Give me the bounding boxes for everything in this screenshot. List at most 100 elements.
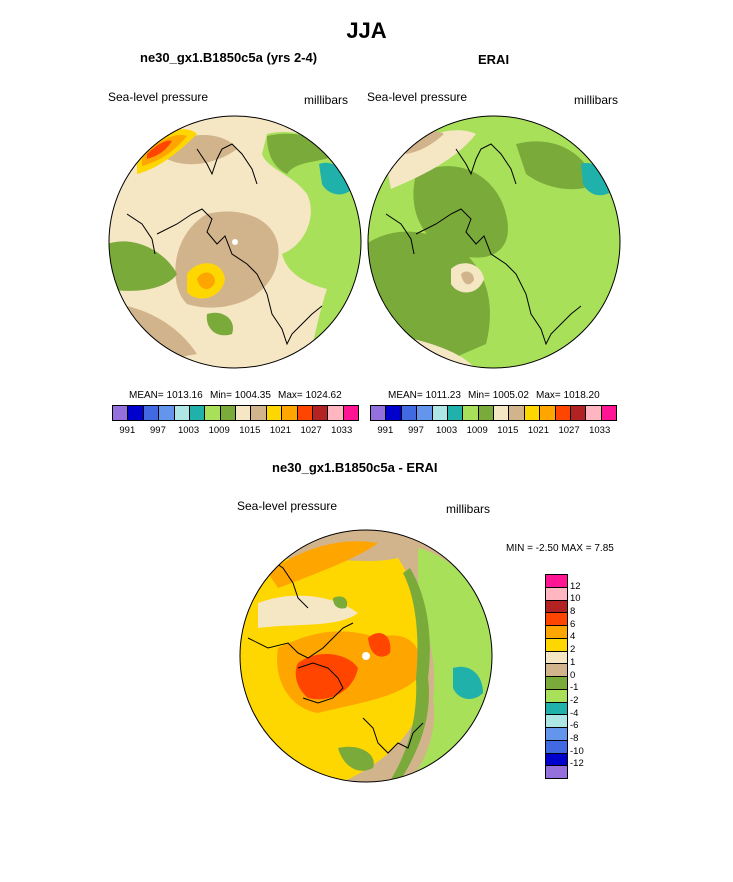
colorbar-swatch xyxy=(546,715,567,728)
panel-erai-map xyxy=(367,115,621,369)
panel-diff-range-text: MIN = -2.50 MAX = 7.85 xyxy=(506,543,614,554)
model-green-southwest xyxy=(109,241,177,291)
colorbar-swatch xyxy=(601,406,616,420)
diff-green-north-small xyxy=(333,596,348,609)
colorbar-swatch xyxy=(282,406,298,420)
colorbar-swatch xyxy=(546,689,567,703)
diff-olive-east-band xyxy=(388,568,430,782)
colorbar-swatch xyxy=(128,406,144,420)
colorbar-swatch xyxy=(570,406,587,420)
colorbar-swatch xyxy=(432,406,448,420)
colorbar-tick-label: -2 xyxy=(570,694,579,706)
panel-model-mean: MEAN= 1013.16 xyxy=(129,390,203,401)
colorbar-tick-label: 1003 xyxy=(177,425,200,436)
erai-land-outline xyxy=(385,143,582,346)
colorbar-swatch xyxy=(447,406,464,420)
colorbar-swatch xyxy=(113,406,129,420)
panel-diff-title: ne30_gx1.B1850c5a - ERAI xyxy=(272,460,438,475)
diff-red-pole xyxy=(368,633,391,657)
model-orange-center xyxy=(197,272,215,290)
diff-teal-east xyxy=(453,666,483,700)
colorbar-swatch xyxy=(386,406,402,420)
colorbar-tick-label: 1021 xyxy=(527,425,550,436)
panel-model-max: Max= 1024.62 xyxy=(278,390,342,401)
erai-tan-center xyxy=(461,271,474,285)
colorbar-swatch xyxy=(586,406,602,420)
colorbar-tick-label: 1009 xyxy=(208,425,230,436)
colorbar-swatch xyxy=(205,406,221,420)
panel-model-title: ne30_gx1.B1850c5a (yrs 2-4) xyxy=(140,50,318,65)
model-red-north xyxy=(147,140,172,159)
colorbar-tick-label: 10 xyxy=(570,593,581,605)
panel-diff-colorbar xyxy=(545,574,568,779)
diff-cream-belt xyxy=(258,595,358,628)
colorbar-swatch xyxy=(546,613,567,626)
colorbar-tick-label: -12 xyxy=(570,758,584,770)
model-green-south xyxy=(206,312,233,336)
colorbar-swatch xyxy=(159,406,175,420)
model-yellow-south xyxy=(109,344,162,368)
colorbar-tick-label: 1015 xyxy=(497,425,519,436)
colorbar-swatch xyxy=(401,406,418,420)
panel-erai-max: Max= 1018.20 xyxy=(536,390,600,401)
colorbar-swatch xyxy=(328,406,344,420)
colorbar-swatch xyxy=(540,406,556,420)
panel-diff-units-label: millibars xyxy=(446,502,491,516)
panel-model-units-label: millibars xyxy=(304,93,349,107)
colorbar-swatch xyxy=(546,651,567,665)
colorbar-tick-label: -4 xyxy=(570,707,579,719)
colorbar-swatch xyxy=(546,626,567,639)
colorbar-swatch xyxy=(546,702,567,716)
colorbar-swatch xyxy=(546,728,567,741)
panel-erai-colorbar xyxy=(370,405,617,421)
diff-green-south xyxy=(338,746,374,771)
colorbar-swatch xyxy=(546,587,567,601)
colorbar-swatch xyxy=(312,406,329,420)
model-teal-east xyxy=(319,162,352,195)
colorbar-swatch xyxy=(546,753,567,767)
colorbar-swatch xyxy=(478,406,494,420)
colorbar-tick-label: 12 xyxy=(570,580,581,592)
panel-erai-mean: MEAN= 1011.23 xyxy=(388,390,461,401)
colorbar-tick-label: 1021 xyxy=(269,425,292,436)
panel-diff-variable-label: Sea-level pressure xyxy=(237,499,338,513)
colorbar-swatch xyxy=(417,406,433,420)
panel-model-colorbar xyxy=(112,405,359,421)
colorbar-swatch xyxy=(174,406,190,420)
colorbar-swatch xyxy=(236,406,252,420)
colorbar-tick-label: 4 xyxy=(570,631,576,643)
colorbar-swatch xyxy=(546,740,567,754)
colorbar-tick-label: 1033 xyxy=(331,425,353,436)
panel-diff-map xyxy=(239,529,493,783)
colorbar-swatch xyxy=(297,406,313,420)
colorbar-tick-label: 991 xyxy=(377,425,394,436)
colorbar-tick-label: 2 xyxy=(570,644,576,656)
colorbar-tick-label: -6 xyxy=(570,720,579,732)
colorbar-tick-label: 1003 xyxy=(435,425,458,436)
panel-model-variable-label: Sea-level pressure xyxy=(108,90,209,104)
panel-model-map xyxy=(108,115,362,369)
colorbar-swatch xyxy=(546,638,567,652)
colorbar-swatch xyxy=(143,406,160,420)
panel-erai-variable-label: Sea-level pressure xyxy=(367,90,468,104)
diff-orange-north xyxy=(268,541,378,588)
colorbar-swatch xyxy=(524,406,541,420)
colorbar-swatch xyxy=(546,766,567,778)
colorbar-swatch xyxy=(494,406,510,420)
colorbar-tick-label: 1015 xyxy=(239,425,261,436)
model-orange-north xyxy=(142,134,187,166)
colorbar-swatch xyxy=(343,406,358,420)
colorbar-tick-label: -10 xyxy=(570,745,584,757)
erai-cream-north xyxy=(386,130,476,189)
colorbar-tick-label: 1027 xyxy=(300,425,322,436)
colorbar-tick-label: 997 xyxy=(408,425,424,436)
colorbar-swatch xyxy=(220,406,236,420)
colorbar-tick-label: -8 xyxy=(570,732,579,744)
erai-olive-east xyxy=(516,141,596,190)
erai-teal-east xyxy=(581,163,611,196)
panel-model-min: Min= 1004.35 xyxy=(210,390,271,401)
colorbar-swatch xyxy=(463,406,479,420)
colorbar-swatch xyxy=(546,677,567,690)
figure-title: JJA xyxy=(346,18,387,43)
colorbar-tick-label: 8 xyxy=(570,606,576,618)
